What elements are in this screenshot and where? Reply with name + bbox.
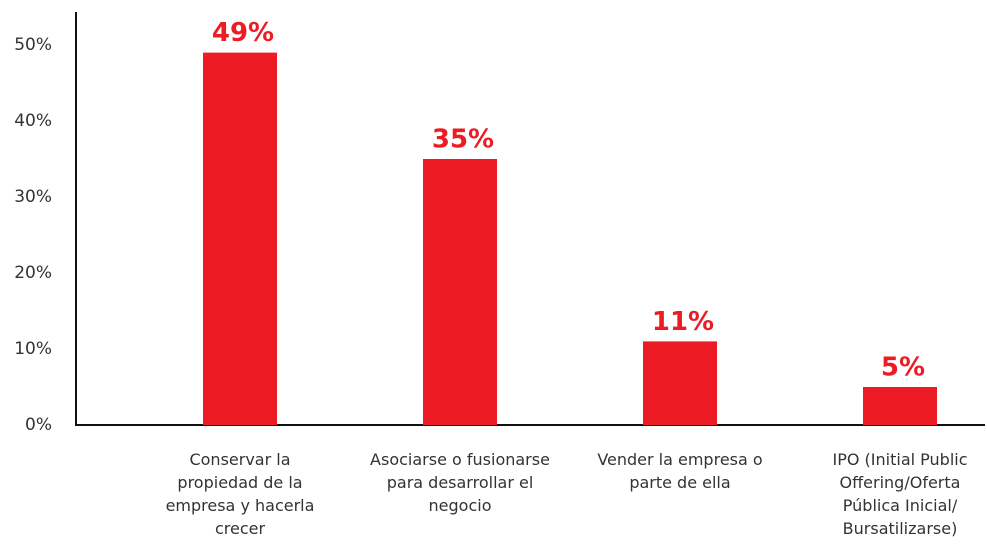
- x-tick-label: IPO (Initial Public Offering/Oferta Públ…: [832, 450, 968, 538]
- bar: [423, 159, 497, 425]
- y-tick-label: 30%: [14, 187, 52, 207]
- y-tick-label: 20%: [14, 263, 52, 283]
- bar: [203, 52, 277, 425]
- bar: [863, 387, 937, 425]
- x-tick-label: Asociarse o fusionarse para desarrollar …: [370, 450, 550, 515]
- y-tick-label: 0%: [25, 415, 52, 435]
- data-label: 11%: [652, 307, 714, 337]
- y-tick-label: 10%: [14, 339, 52, 359]
- x-tick-label: Vender la empresa o parte de ella: [597, 450, 763, 492]
- y-tick-label: 50%: [14, 35, 52, 55]
- y-tick-label: 40%: [14, 111, 52, 131]
- data-label: 5%: [881, 353, 925, 383]
- data-label: 49%: [212, 18, 274, 48]
- x-tick-label: Conservar la propiedad de la empresa y h…: [165, 450, 315, 538]
- bar: [643, 341, 717, 425]
- data-label: 35%: [432, 125, 494, 155]
